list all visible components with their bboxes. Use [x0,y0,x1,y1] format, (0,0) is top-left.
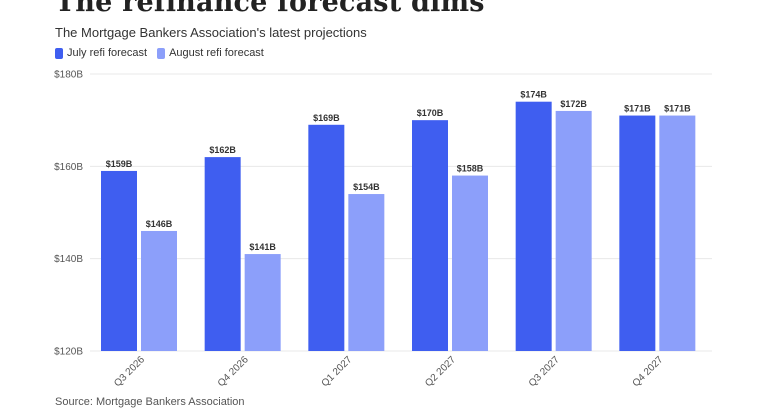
data-label: $162B [209,145,236,155]
source-note: Source: Mortgage Bankers Association [55,396,245,408]
legend-label-august: August refi forecast [169,47,264,59]
data-label: $171B [624,104,651,114]
chart-subtitle: The Mortgage Bankers Association's lates… [55,25,367,40]
data-label: $154B [353,182,380,192]
chart-title: The refinance forecast dims [55,0,485,18]
bar-august [555,110,592,351]
legend-label-july: July refi forecast [67,47,148,59]
y-tick-label: $120B [54,347,83,358]
y-tick-label: $160B [54,162,83,173]
bar-august [348,194,385,351]
x-tick-label: Q4 2026 [216,354,251,389]
legend: July refi forecast August refi forecast [55,47,274,59]
data-label: $169B [313,113,340,123]
y-tick-label: $140B [54,254,83,265]
bar-july [515,101,552,351]
x-tick-label: Q4 2027 [631,354,666,389]
data-label: $174B [520,90,547,100]
legend-item-july: July refi forecast [55,47,147,59]
x-tick-label: Q3 2027 [527,354,562,389]
bar-august [244,254,281,351]
data-label: $146B [146,219,173,229]
data-label: $170B [417,108,444,118]
legend-swatch-august [157,47,166,59]
bar-august [659,115,696,351]
bar-july [619,115,656,351]
data-label: $141B [249,242,276,252]
data-label: $158B [457,164,484,174]
data-label: $159B [106,159,133,169]
bar-july [204,157,241,351]
bar-july [101,170,137,351]
y-tick-label: $180B [54,70,83,81]
x-tick-label: Q2 2027 [423,354,458,389]
data-label: $171B [664,104,691,114]
data-label: $172B [560,99,587,109]
legend-swatch-july [55,47,63,59]
bar-august [141,230,177,351]
bar-august [452,175,488,351]
bar-july [308,124,345,352]
x-tick-label: Q3 2026 [112,354,147,389]
legend-item-august: August refi forecast [157,47,264,59]
bar-july [412,120,448,352]
x-tick-label: Q1 2027 [320,354,355,389]
